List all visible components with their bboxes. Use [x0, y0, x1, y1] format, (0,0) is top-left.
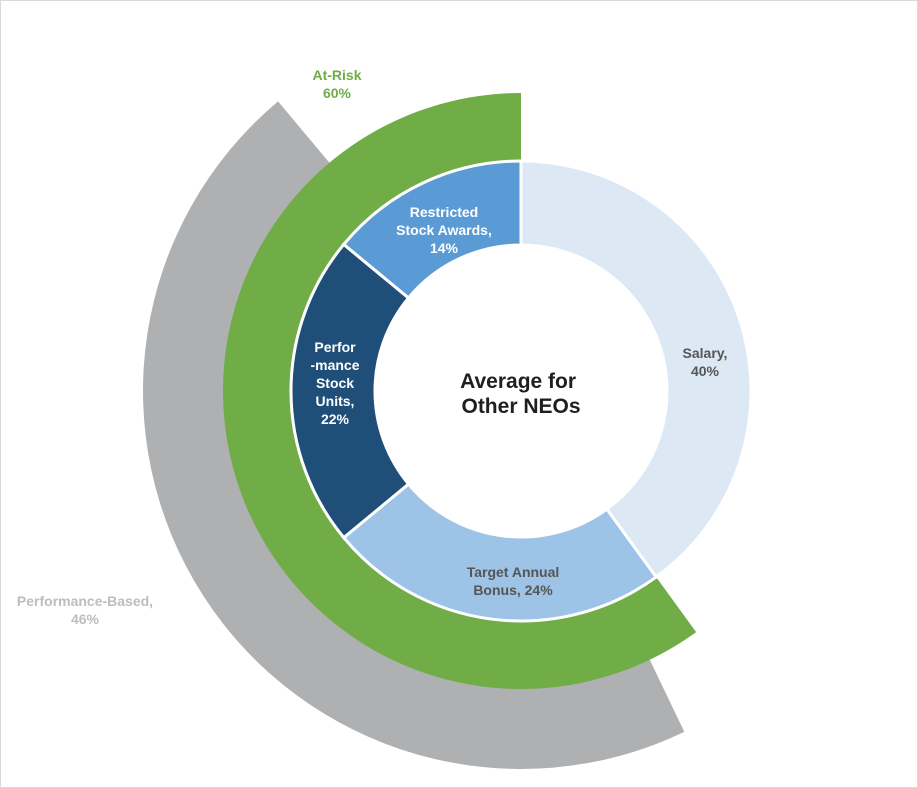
target-annual-bonus-label-line: Bonus, 24%	[473, 582, 553, 598]
center-title-line-1: Average for	[460, 370, 576, 393]
restricted-stock-awards-label-line: Stock Awards,	[396, 222, 492, 238]
performance-based-arc	[142, 101, 685, 770]
performance-based-label-line: Performance-Based,	[17, 593, 153, 609]
at-risk-label: At-Risk 60%	[312, 67, 361, 101]
restricted-stock-awards-slice	[341, 159, 523, 301]
salary-label: Salary, 40%	[683, 345, 728, 379]
at-risk-label-line: At-Risk	[312, 67, 361, 83]
salary-label-line: Salary,	[683, 345, 728, 361]
middle-ring	[222, 93, 697, 689]
target-annual-bonus-label-line: Target Annual	[467, 564, 560, 580]
salary-label-line: 40%	[691, 363, 720, 379]
target-annual-bonus-label: Target Annual Bonus, 24%	[467, 564, 560, 598]
performance-stock-units-label-line: 22%	[321, 411, 350, 427]
center-title: Average for Other NEOs	[460, 370, 582, 418]
center-title-line-2: Other NEOs	[461, 395, 580, 418]
performance-stock-units-label-line: Stock	[316, 375, 354, 391]
performance-stock-units-label: Perfor -mance Stock Units, 22%	[310, 339, 359, 427]
at-risk-label-line: 60%	[323, 85, 352, 101]
performance-based-label-line: 46%	[71, 611, 100, 627]
restricted-stock-awards-label: Restricted Stock Awards, 14%	[396, 204, 492, 256]
chart-labels: Salary, 40% Target Annual Bonus, 24% Perfor -…	[17, 67, 728, 627]
inner-ring	[289, 159, 753, 623]
performance-stock-units-label-line: Units,	[316, 393, 355, 409]
restricted-stock-awards-label-line: 14%	[430, 240, 459, 256]
at-risk-arc	[222, 93, 697, 689]
target-annual-bonus-slice	[341, 481, 659, 623]
performance-stock-units-slice	[289, 242, 411, 540]
performance-stock-units-label-line: Perfor	[314, 339, 356, 355]
salary-slice	[519, 159, 753, 580]
restricted-stock-awards-label-line: Restricted	[410, 204, 478, 220]
outer-ring	[142, 101, 685, 770]
performance-based-label: Performance-Based, 46%	[17, 593, 153, 627]
performance-stock-units-label-line: -mance	[310, 357, 359, 373]
